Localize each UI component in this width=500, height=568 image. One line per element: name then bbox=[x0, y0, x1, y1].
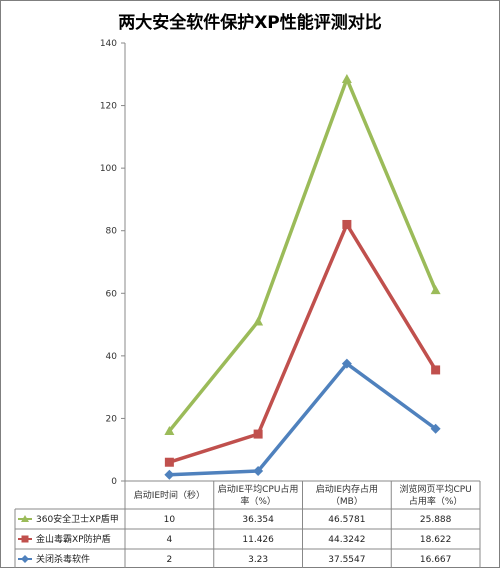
series-line bbox=[169, 361, 437, 477]
series-point bbox=[431, 365, 441, 375]
legend-marker bbox=[21, 555, 29, 563]
category-label: 占用率（%） bbox=[409, 495, 463, 507]
table-value: 37.5547 bbox=[328, 555, 365, 565]
series-point bbox=[341, 73, 352, 83]
legend-label: 金山毒霸XP防护盾 bbox=[36, 533, 111, 545]
category-label: 浏览网页平均CPU bbox=[399, 483, 471, 495]
series-point bbox=[253, 316, 264, 326]
table-value: 3.23 bbox=[248, 555, 268, 565]
y-tick-label: 0 bbox=[111, 477, 117, 487]
y-tick-label: 120 bbox=[100, 102, 117, 112]
series-point bbox=[341, 358, 352, 369]
y-tick-label: 60 bbox=[106, 289, 118, 299]
y-tick-label: 100 bbox=[100, 164, 117, 174]
series-point bbox=[253, 465, 264, 476]
table-value: 25.888 bbox=[420, 515, 452, 525]
legend-label: 关闭杀毒软件 bbox=[36, 553, 90, 565]
series-line bbox=[168, 77, 438, 433]
series-point bbox=[164, 457, 174, 467]
y-tick-label: 40 bbox=[106, 352, 118, 362]
category-label: 启动IE平均CPU占用 bbox=[218, 483, 299, 495]
legend-label: 360安全卫士XP盾甲 bbox=[36, 513, 119, 525]
y-tick-label: 20 bbox=[106, 414, 118, 424]
table-value: 44.3242 bbox=[328, 535, 365, 545]
y-tick-label: 80 bbox=[106, 227, 118, 237]
series-point bbox=[164, 469, 175, 480]
chart-title: 两大安全软件保护XP性能评测对比 bbox=[118, 13, 382, 33]
category-label: 启动IE时间（秒） bbox=[134, 489, 205, 501]
legend-marker bbox=[21, 535, 29, 543]
series-point bbox=[342, 219, 352, 229]
series-point bbox=[253, 429, 263, 439]
legend-marker bbox=[21, 515, 29, 522]
table-value: 2 bbox=[167, 555, 173, 565]
table-value: 16.667 bbox=[420, 555, 452, 565]
table-value: 11.426 bbox=[242, 535, 274, 545]
table-value: 18.622 bbox=[420, 535, 452, 545]
y-tick-label: 140 bbox=[100, 39, 117, 49]
series-point bbox=[430, 285, 441, 295]
table-value: 10 bbox=[164, 515, 176, 525]
series-point bbox=[164, 425, 175, 435]
category-label: （MB） bbox=[331, 496, 363, 507]
series-point bbox=[430, 423, 441, 434]
category-label: 率（%） bbox=[240, 495, 276, 507]
category-label: 启动IE内存占用 bbox=[316, 483, 378, 495]
series-line bbox=[168, 222, 438, 464]
table-value: 46.5781 bbox=[328, 515, 365, 525]
table-value: 36.354 bbox=[242, 515, 274, 525]
table-value: 4 bbox=[167, 535, 173, 545]
